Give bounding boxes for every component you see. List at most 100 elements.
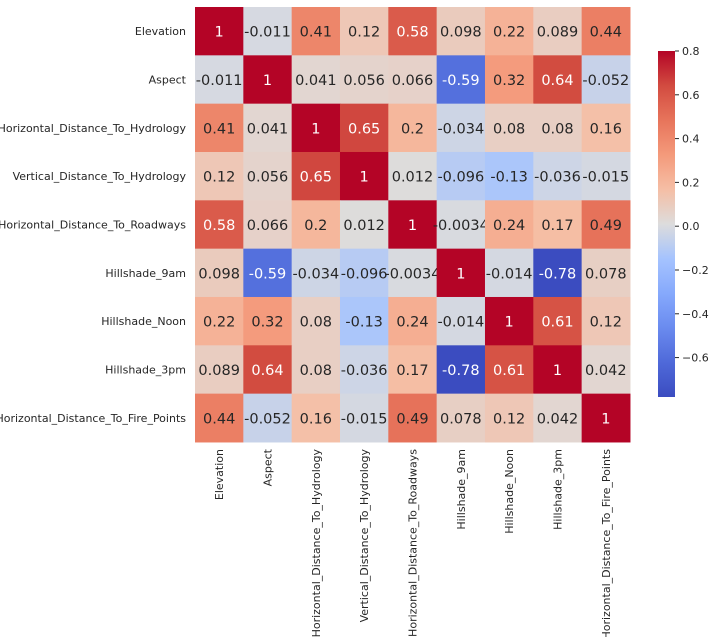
cell-annotation: 1	[263, 73, 272, 89]
cell-annotation: 0.16	[590, 121, 622, 137]
x-tick-label: Hillshade_3pm	[551, 449, 564, 530]
heatmap-cell	[243, 345, 293, 395]
cell-annotation: 0.22	[493, 25, 525, 41]
heatmap-cell	[388, 345, 438, 395]
heatmap-cell	[533, 248, 583, 298]
cell-annotation: 1	[215, 25, 224, 41]
cell-annotation: -0.036	[341, 363, 388, 379]
heatmap-cell	[339, 248, 389, 298]
heatmap-cells: 1 -0.011 0.41 0.12 0.58 0.098 0.22 0.089 0.44 -0.…	[195, 7, 631, 443]
cell-annotation: 0.17	[541, 218, 573, 234]
colorbar-gradient	[658, 51, 675, 397]
colorbar-tick-label: 0.8	[682, 45, 700, 58]
heatmap-cell	[195, 248, 244, 298]
cell-annotation: 0.32	[493, 73, 525, 89]
cell-annotation: -0.59	[442, 73, 480, 89]
cell-annotation: 0.24	[396, 315, 428, 331]
heatmap-cell	[436, 200, 486, 250]
heatmap-cell	[195, 7, 244, 56]
cell-annotation: 1	[311, 121, 320, 137]
cell-annotation: 1	[601, 411, 610, 427]
heatmap-cell	[436, 296, 486, 346]
cell-annotation: 0.58	[203, 218, 235, 234]
heatmap-cell	[533, 200, 583, 250]
heatmap-cell	[533, 345, 583, 395]
cell-annotation: 0.61	[493, 363, 525, 379]
cell-annotation: 0.41	[203, 121, 235, 137]
y-tick-label: Hillshade_9am	[105, 267, 186, 280]
heatmap-cell	[484, 151, 534, 201]
cell-annotation: 0.078	[585, 266, 627, 282]
cell-annotation: -0.011	[244, 25, 291, 41]
heatmap-cell	[195, 103, 244, 153]
cell-annotation: 0.08	[541, 121, 573, 137]
heatmap-cell	[243, 248, 293, 298]
cell-annotation: 0.089	[537, 25, 579, 41]
cell-annotation: 0.61	[541, 315, 573, 331]
cell-annotation: 0.58	[396, 25, 428, 41]
colorbar-tick-label: −0.6	[682, 352, 709, 365]
heatmap-cell	[243, 55, 293, 105]
cell-annotation: -0.096	[437, 170, 484, 186]
heatmap-cell	[581, 151, 631, 201]
cell-annotation: -0.034	[437, 121, 484, 137]
cell-annotation: -0.0034	[385, 266, 441, 282]
heatmap-cell	[339, 103, 389, 153]
cell-annotation: 1	[456, 266, 465, 282]
colorbar-tick-label: 0.6	[682, 89, 700, 102]
x-tick-label: Vertical_Distance_To_Hydrology	[358, 449, 371, 623]
cell-annotation: 1	[408, 218, 417, 234]
heatmap-cell	[243, 103, 293, 153]
heatmap-cell	[195, 345, 244, 395]
heatmap-cell	[291, 7, 341, 56]
heatmap-cell	[484, 55, 534, 105]
cell-annotation: 0.41	[300, 25, 332, 41]
heatmap-cell	[436, 55, 486, 105]
cell-annotation: 0.49	[396, 411, 428, 427]
heatmap-cell	[243, 151, 293, 201]
heatmap-cell	[291, 55, 341, 105]
cell-annotation: 0.2	[401, 121, 424, 137]
cell-annotation: 0.44	[203, 411, 235, 427]
heatmap-cell	[581, 55, 631, 105]
cell-annotation: 0.056	[247, 170, 289, 186]
heatmap-cell	[243, 200, 293, 250]
heatmap-cell	[195, 296, 244, 346]
y-tick-labels: Elevation Aspect Horizontal_Distance_To_Hy…	[0, 25, 187, 425]
heatmap-cell	[243, 7, 293, 56]
heatmap-cell	[339, 7, 389, 56]
cell-annotation: -0.052	[582, 73, 629, 89]
heatmap-cell	[388, 248, 438, 298]
cell-annotation: 0.078	[440, 411, 482, 427]
heatmap-cell	[581, 200, 631, 250]
heatmap-cell	[484, 200, 534, 250]
colorbar-tick-label: 0.0	[682, 220, 700, 233]
heatmap-cell	[484, 345, 534, 395]
heatmap-cell	[243, 393, 293, 443]
heatmap-cell	[388, 103, 438, 153]
heatmap-cell	[436, 7, 486, 56]
heatmap-cell	[484, 103, 534, 153]
cell-annotation: 0.12	[493, 411, 525, 427]
heatmap-cell	[195, 151, 244, 201]
cell-annotation: -0.011	[196, 73, 243, 89]
heatmap-cell	[195, 200, 244, 250]
cell-annotation: -0.78	[539, 266, 577, 282]
x-tick-label: Hillshade_9am	[455, 449, 468, 530]
heatmap-cell	[533, 55, 583, 105]
y-tick-label: Horizontal_Distance_To_Hydrology	[0, 122, 186, 135]
cell-annotation: -0.0034	[433, 218, 489, 234]
y-tick-label: Hillshade_Noon	[101, 315, 186, 328]
heatmap-cell	[581, 393, 631, 443]
heatmap-cell	[581, 248, 631, 298]
x-tick-label: Aspect	[261, 448, 274, 486]
y-tick-label: Vertical_Distance_To_Hydrology	[13, 170, 187, 183]
cell-annotation: 1	[505, 315, 514, 331]
heatmap-cell	[243, 296, 293, 346]
cell-annotation: 0.089	[198, 363, 240, 379]
cell-annotation: 1	[553, 363, 562, 379]
cell-annotation: 0.17	[396, 363, 428, 379]
cell-annotation: -0.034	[292, 266, 339, 282]
cell-annotation: 0.056	[343, 73, 385, 89]
